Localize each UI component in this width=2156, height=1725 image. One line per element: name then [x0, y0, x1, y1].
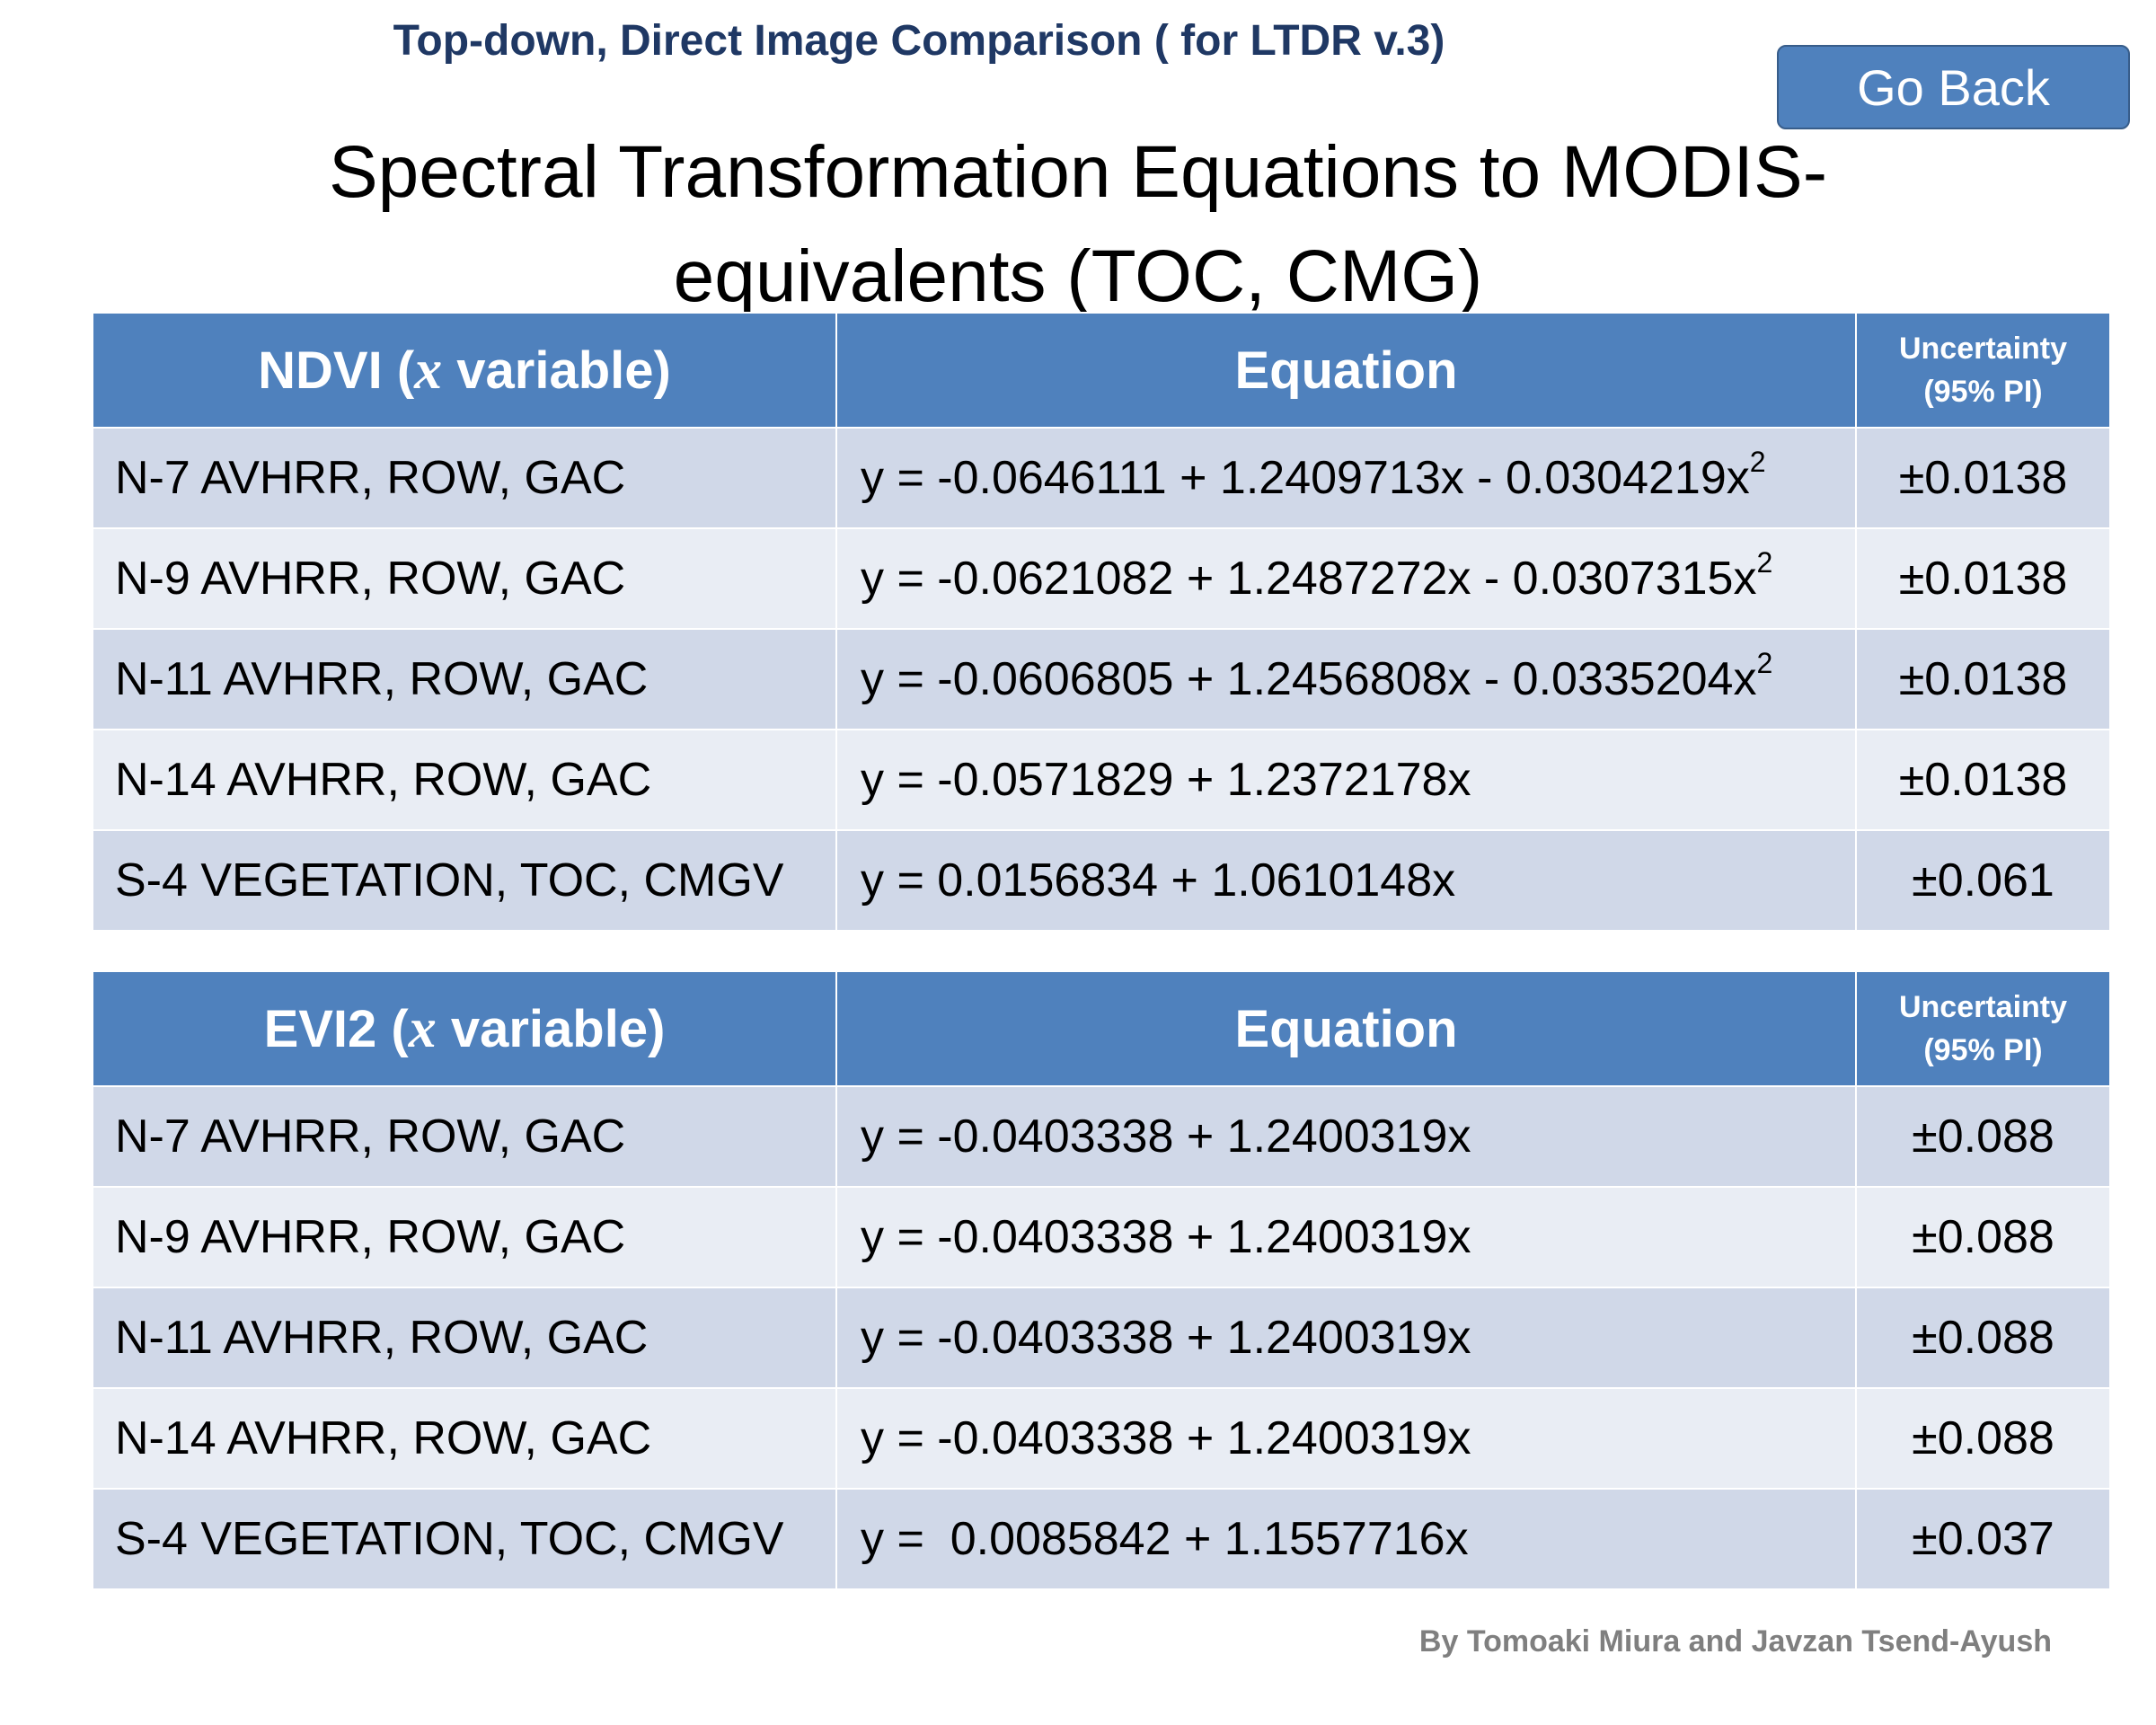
table-row: S-4 VEGETATION, TOC, CMGV y = 0.0085842 +…	[92, 1488, 2111, 1590]
equation-table: NDVI (x variable) Equation Uncertainty (95%…	[92, 312, 2111, 932]
table-row: N-11 AVHRR, ROW, GAC y = -0.0403338 + 1.2…	[92, 1287, 2111, 1389]
header-text: NDVI (	[258, 341, 415, 400]
header-line: (95% PI)	[1923, 375, 2043, 409]
header-text: variable)	[442, 341, 671, 400]
equation-table: EVI2 (x variable) Equation Uncertainty (95%…	[92, 970, 2111, 1590]
column-header: Equation	[835, 970, 1857, 1087]
uncertainty: ±0.088	[1855, 1186, 2111, 1288]
sensor: N-7 AVHRR, ROW, GAC	[92, 427, 837, 529]
header-line: Uncertainty	[1898, 990, 2068, 1024]
equation: y = -0.0403338 + 1.2400319x	[835, 1186, 1857, 1288]
header-line: (95% PI)	[1923, 1033, 2043, 1067]
equation-text: y = -0.0571829 + 1.2372178x	[861, 754, 1471, 806]
sensor: N-14 AVHRR, ROW, GAC	[92, 1387, 837, 1490]
uncertainty: ±0.061	[1855, 829, 2111, 932]
variable: x	[408, 997, 437, 1059]
equation-text: y = -0.0403338 + 1.2400319x	[861, 1312, 1471, 1364]
exponent: 2	[1756, 546, 1773, 579]
column-header: Equation	[835, 312, 1857, 429]
equation-text: y = -0.0403338 + 1.2400319x	[861, 1110, 1471, 1163]
equation-text: y = 0.0085842 + 1.1557716x	[861, 1513, 1469, 1565]
sensor: N-11 AVHRR, ROW, GAC	[92, 1287, 837, 1389]
title-line: equivalents (TOC, CMG)	[673, 235, 1483, 317]
uncertainty: ±0.037	[1855, 1488, 2111, 1590]
uncertainty: ±0.0138	[1855, 427, 2111, 529]
sensor: N-14 AVHRR, ROW, GAC	[92, 729, 837, 831]
uncertainty: ±0.0138	[1855, 729, 2111, 831]
equation: y = -0.0606805 + 1.2456808x - 0.0335204x…	[835, 628, 1857, 730]
uncertainty: ±0.0138	[1855, 628, 2111, 730]
sensor: S-4 VEGETATION, TOC, CMGV	[92, 829, 837, 932]
header-row: NDVI (x variable) Equation Uncertainty (95%…	[92, 312, 2111, 429]
equation: y = -0.0646111 + 1.2409713x - 0.0304219x…	[835, 427, 1857, 529]
column-header: Uncertainty (95% PI)	[1855, 970, 2111, 1087]
column-header: EVI2 (x variable)	[92, 970, 837, 1087]
equation: y = 0.0156834 + 1.0610148x	[835, 829, 1857, 932]
equation-text: y = -0.0646111 + 1.2409713x - 0.0304219x	[861, 452, 1750, 504]
subtitle: Top-down, Direct Image Comparison ( for …	[393, 17, 1445, 65]
sensor: N-7 AVHRR, ROW, GAC	[92, 1085, 837, 1188]
equation: y = -0.0403338 + 1.2400319x	[835, 1287, 1857, 1389]
equation: y = -0.0403338 + 1.2400319x	[835, 1387, 1857, 1490]
table-row: N-7 AVHRR, ROW, GAC y = -0.0403338 + 1.24…	[92, 1085, 2111, 1188]
variable: x	[414, 339, 443, 401]
equation: y = -0.0403338 + 1.2400319x	[835, 1085, 1857, 1188]
exponent: 2	[1749, 446, 1766, 478]
title-line: Spectral Transformation Equations to MOD…	[328, 131, 1828, 213]
equation: y = -0.0571829 + 1.2372178x	[835, 729, 1857, 831]
header-line: Uncertainty	[1898, 332, 2068, 366]
equation-text: y = -0.0606805 + 1.2456808x - 0.0335204x	[861, 653, 1757, 705]
table-row: N-9 AVHRR, ROW, GAC y = -0.0403338 + 1.24…	[92, 1186, 2111, 1288]
header-row: EVI2 (x variable) Equation Uncertainty (95%…	[92, 970, 2111, 1087]
header-text: EVI2 (	[263, 999, 409, 1058]
equation-text: y = 0.0156834 + 1.0610148x	[861, 854, 1456, 907]
header-text: variable)	[436, 999, 666, 1058]
table-row: N-9 AVHRR, ROW, GAC y = -0.0621082 + 1.24…	[92, 527, 2111, 630]
equation-text: y = -0.0403338 + 1.2400319x	[861, 1211, 1471, 1263]
go-back-button[interactable]: Go Back	[1777, 45, 2130, 129]
sensor: S-4 VEGETATION, TOC, CMGV	[92, 1488, 837, 1590]
uncertainty: ±0.088	[1855, 1287, 2111, 1389]
uncertainty: ±0.0138	[1855, 527, 2111, 630]
uncertainty: ±0.088	[1855, 1387, 2111, 1490]
column-header: NDVI (x variable)	[92, 312, 837, 429]
column-header: Uncertainty (95% PI)	[1855, 312, 2111, 429]
table-row: N-7 AVHRR, ROW, GAC y = -0.0646111 + 1.24…	[92, 427, 2111, 529]
table-row: N-14 AVHRR, ROW, GAC y = -0.0571829 + 1.2…	[92, 729, 2111, 831]
equation: y = -0.0621082 + 1.2487272x - 0.0307315x…	[835, 527, 1857, 630]
sensor: N-9 AVHRR, ROW, GAC	[92, 527, 837, 630]
equation: y = 0.0085842 + 1.1557716x	[835, 1488, 1857, 1590]
equation-text: y = -0.0621082 + 1.2487272x - 0.0307315x	[861, 553, 1757, 605]
table-row: S-4 VEGETATION, TOC, CMGV y = 0.0156834 +…	[92, 829, 2111, 932]
uncertainty: ±0.088	[1855, 1085, 2111, 1188]
table-row: N-11 AVHRR, ROW, GAC y = -0.0606805 + 1.2…	[92, 628, 2111, 730]
table-row: N-14 AVHRR, ROW, GAC y = -0.0403338 + 1.2…	[92, 1387, 2111, 1490]
sensor: N-11 AVHRR, ROW, GAC	[92, 628, 837, 730]
sensor: N-9 AVHRR, ROW, GAC	[92, 1186, 837, 1288]
exponent: 2	[1756, 647, 1773, 679]
credit: By Tomoaki Miura and Javzan Tsend-Ayush	[1418, 1624, 2052, 1659]
title: Spectral Transformation Equations to MOD…	[0, 120, 2156, 329]
equation-text: y = -0.0403338 + 1.2400319x	[861, 1412, 1471, 1464]
